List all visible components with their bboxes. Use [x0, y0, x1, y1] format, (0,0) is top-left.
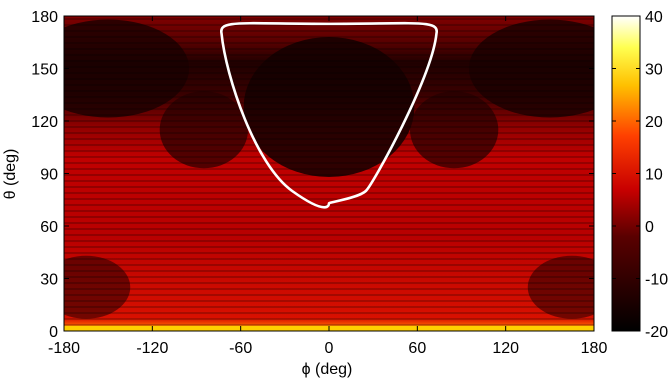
- colorbar: [611, 15, 641, 332]
- colorbar-tick-label: 40: [645, 9, 663, 26]
- colorbar-tick-label: -20: [645, 324, 668, 341]
- y-tick-label: 30: [40, 272, 58, 289]
- heatmap-plot-area: [64, 16, 594, 331]
- contour-line: [220, 21, 438, 209]
- y-tick-label: 90: [40, 167, 58, 184]
- heatmap-fringe-pattern: [64, 16, 594, 331]
- y-tick-label: 150: [31, 62, 58, 79]
- colorbar-tick-label: 10: [645, 167, 663, 184]
- y-tick-label: 120: [31, 114, 58, 131]
- x-tick-label: -60: [229, 340, 252, 357]
- x-axis-ticks: -180 -120 -60 0 60 120 180: [48, 16, 607, 357]
- y-tick-label: 180: [31, 9, 58, 26]
- y-tick-label: 60: [40, 219, 58, 236]
- x-tick-label: 180: [581, 340, 608, 357]
- y-axis-label: θ (deg): [2, 149, 19, 200]
- x-tick-label: -120: [136, 340, 168, 357]
- x-tick-label: -180: [48, 340, 80, 357]
- colorbar-tick-label: 20: [645, 114, 663, 131]
- colorbar-ticks: -20 -10 0 10 20 30 40: [612, 9, 668, 341]
- x-axis-label: ϕ (deg): [302, 361, 353, 378]
- x-tick-label: 60: [408, 340, 426, 357]
- colorbar-tick-label: -10: [645, 272, 668, 289]
- y-axis-ticks: 0 30 60 90 120 150 180: [31, 9, 594, 341]
- x-tick-label: 0: [325, 340, 334, 357]
- y-tick-label: 0: [49, 324, 58, 341]
- x-tick-label: 120: [492, 340, 519, 357]
- colorbar-tick-label: 0: [645, 219, 654, 236]
- colorbar-tick-label: 30: [645, 62, 663, 79]
